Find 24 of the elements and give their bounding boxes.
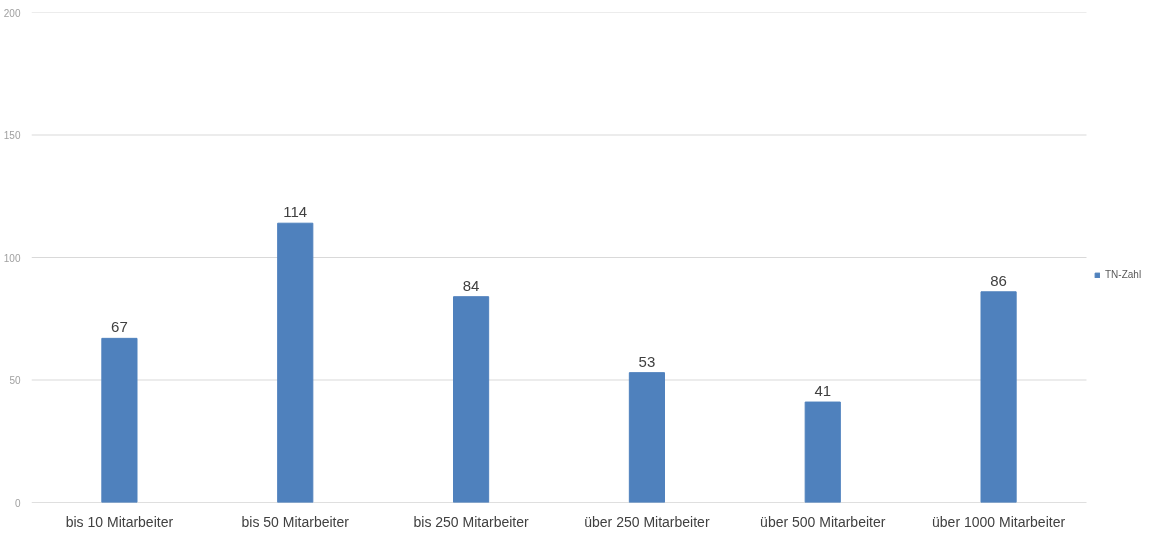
data-label: 86 [990, 271, 1007, 289]
x-tick-label: bis 250 Mitarbeiter [413, 513, 529, 530]
y-tick-label: 0 [14, 497, 21, 509]
x-tick-label: bis 10 Mitarbeiter [65, 513, 174, 530]
bar [804, 401, 841, 503]
data-label: 41 [814, 382, 832, 400]
y-tick-label: 50 [9, 375, 21, 386]
bar [453, 296, 490, 503]
bar [980, 291, 1017, 503]
data-label: 114 [283, 203, 308, 221]
bar [628, 372, 665, 503]
legend-label: TN-Zahl [1105, 269, 1142, 280]
x-tick-label: über 500 Mitarbeiter [760, 513, 886, 530]
x-tick-label: bis 50 Mitarbeiter [241, 513, 350, 530]
bar [101, 337, 138, 503]
data-label: 67 [111, 318, 128, 336]
y-tick-label: 100 [3, 252, 21, 264]
data-label: 84 [462, 276, 480, 294]
data-label: 53 [638, 352, 656, 370]
x-tick-label: über 250 Mitarbeiter [584, 513, 710, 530]
x-tick-label: über 1000 Mitarbeiter [932, 513, 1066, 530]
y-tick-label: 150 [3, 130, 21, 141]
y-tick-label: 200 [3, 7, 21, 19]
bar [277, 222, 314, 503]
